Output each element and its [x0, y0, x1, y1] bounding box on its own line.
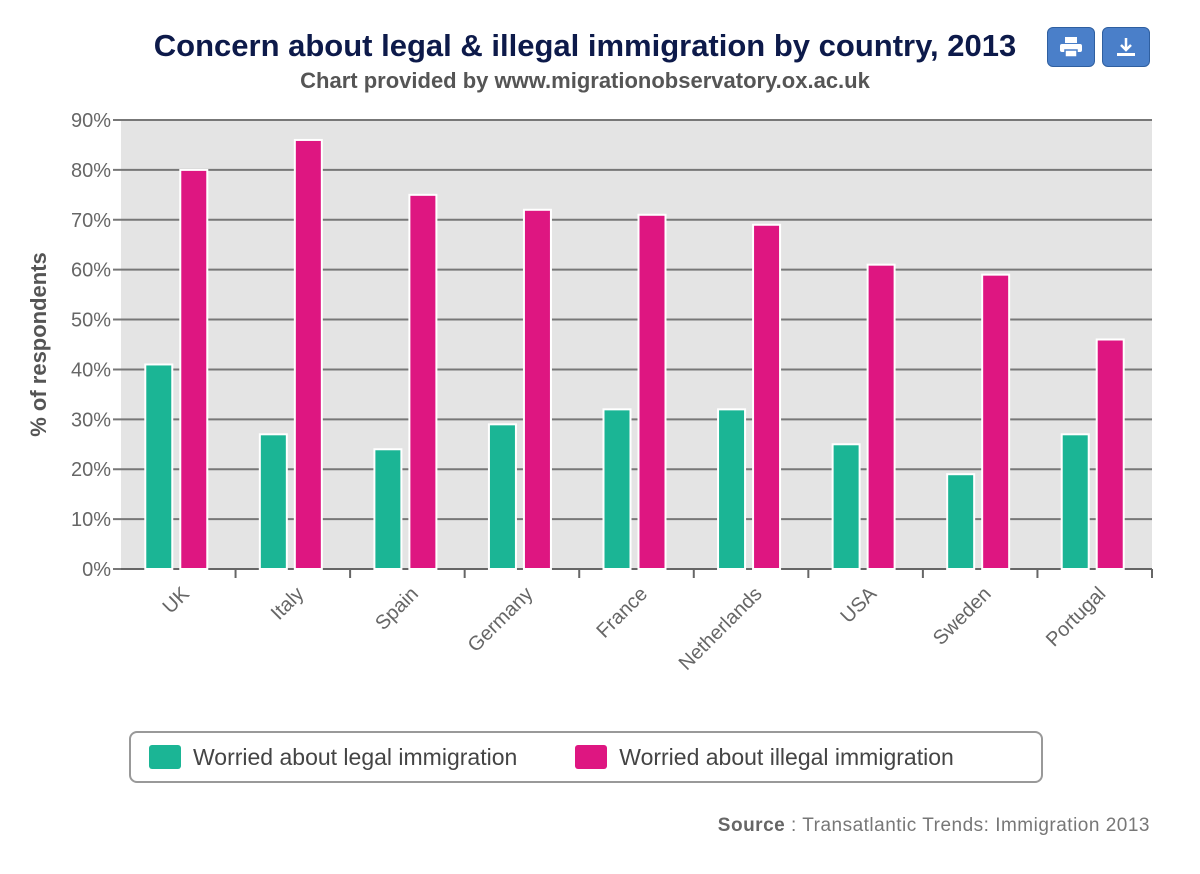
bar-illegal-uk	[179, 168, 209, 570]
chart-title: Concern about legal & illegal immigratio…	[153, 28, 1017, 63]
bar-legal-portugal	[1060, 433, 1090, 570]
legend-label: Worried about legal immigration	[193, 743, 518, 770]
plot-background	[121, 120, 1152, 569]
x-tick-label: Portugal	[1042, 583, 1110, 651]
bar-illegal-usa	[866, 263, 896, 570]
y-axis-title: % of respondents	[26, 252, 51, 437]
source-text: : Transatlantic Trends: Immigration 2013	[785, 815, 1150, 836]
y-tick-label: 20%	[71, 459, 111, 481]
y-tick-label: 60%	[71, 260, 111, 282]
bar-legal-usa	[831, 443, 861, 570]
legend-label: Worried about illegal immigration	[619, 743, 954, 770]
print-icon	[1060, 37, 1082, 58]
bar-illegal-sweden	[981, 273, 1011, 570]
y-tick-label: 80%	[71, 160, 111, 182]
bar-legal-italy	[258, 433, 288, 570]
bar-legal-france	[602, 408, 632, 570]
source-label: Source	[717, 815, 786, 836]
print-button[interactable]	[1047, 27, 1095, 67]
bar-legal-netherlands	[717, 408, 747, 570]
y-tick-label: 30%	[71, 409, 111, 431]
x-tick-label: UK	[159, 583, 195, 619]
chart-subtitle: Chart provided by www.migrationobservato…	[300, 68, 870, 93]
y-tick-label: 70%	[71, 210, 111, 232]
bar-illegal-netherlands	[752, 223, 782, 570]
legend-swatch	[575, 745, 608, 769]
x-tick-label: Netherlands	[675, 583, 767, 675]
x-tick-label: Italy	[267, 583, 308, 624]
x-tick-label: France	[592, 583, 652, 643]
bar-illegal-germany	[522, 208, 552, 571]
y-tick-label: 0%	[82, 559, 111, 581]
legend: Worried about legal immigration Worried …	[129, 731, 1043, 783]
x-tick-label: Sweden	[929, 583, 996, 650]
y-tick-label: 50%	[71, 310, 111, 332]
bar-illegal-spain	[408, 193, 438, 570]
y-tick-label: 90%	[71, 110, 111, 132]
bar-illegal-italy	[293, 138, 323, 570]
bar-legal-sweden	[946, 473, 976, 571]
bar-illegal-portugal	[1095, 338, 1125, 570]
download-button[interactable]	[1102, 27, 1150, 67]
bar-chart: 0% 10% 20% 30% 40% 50% 60% 70% 80% 90% % of respon…	[26, 110, 1153, 675]
source-note: Source : Transatlantic Trends: Immigrati…	[718, 815, 1150, 837]
bar-legal-uk	[144, 363, 174, 571]
bar-illegal-france	[637, 213, 667, 571]
legend-item-legal[interactable]: Worried about legal immigration	[149, 744, 517, 771]
y-tick-label: 40%	[71, 359, 111, 381]
bar-legal-germany	[487, 423, 517, 571]
x-tick-label: USA	[837, 583, 882, 628]
bar-legal-spain	[373, 448, 403, 570]
legend-item-illegal[interactable]: Worried about illegal immigration	[575, 744, 954, 771]
x-tick-label: Germany	[464, 583, 538, 657]
x-tick-label: Spain	[371, 583, 423, 635]
legend-swatch	[149, 745, 181, 769]
download-icon	[1117, 38, 1135, 56]
y-tick-label: 10%	[71, 509, 111, 531]
